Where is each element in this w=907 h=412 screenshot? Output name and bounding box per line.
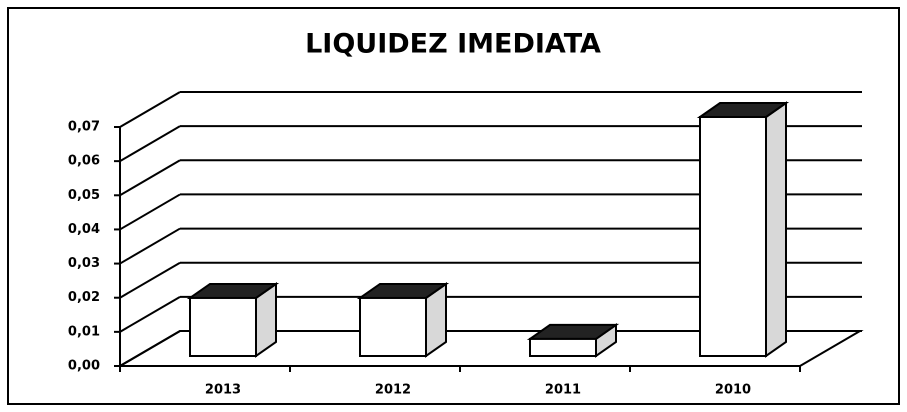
y-tick-label: 0,02 (68, 290, 100, 305)
grid-line-wall (119, 193, 181, 231)
grid-line-wall (119, 125, 181, 163)
y-tick-label: 0,07 (68, 120, 100, 135)
y-tick-label: 0,01 (68, 324, 100, 339)
y-tick-label: 0,06 (68, 154, 100, 169)
bar (699, 116, 767, 357)
chart-title: LIQUIDEZ IMEDIATA (305, 29, 601, 60)
bar (529, 337, 597, 357)
grid-line-wall (119, 159, 181, 197)
grid-line-wall (119, 261, 181, 299)
x-tick-label: 2010 (715, 383, 751, 398)
x-tick-label: 2011 (545, 383, 581, 398)
y-tick-label: 0,03 (68, 256, 100, 271)
y-tick-label: 0,04 (68, 222, 100, 237)
bar (359, 296, 427, 358)
y-tick-label: 0,05 (68, 188, 100, 203)
grid-line-wall (119, 227, 181, 265)
bar-side (765, 101, 787, 358)
x-tick-label: 2012 (375, 383, 411, 398)
y-tick-label: 0,00 (68, 359, 100, 374)
bar (189, 296, 257, 358)
grid-line-wall (119, 295, 181, 333)
grid-line-wall (119, 330, 181, 367)
x-tick-label: 2013 (205, 383, 241, 398)
grid-line-wall (119, 91, 181, 128)
